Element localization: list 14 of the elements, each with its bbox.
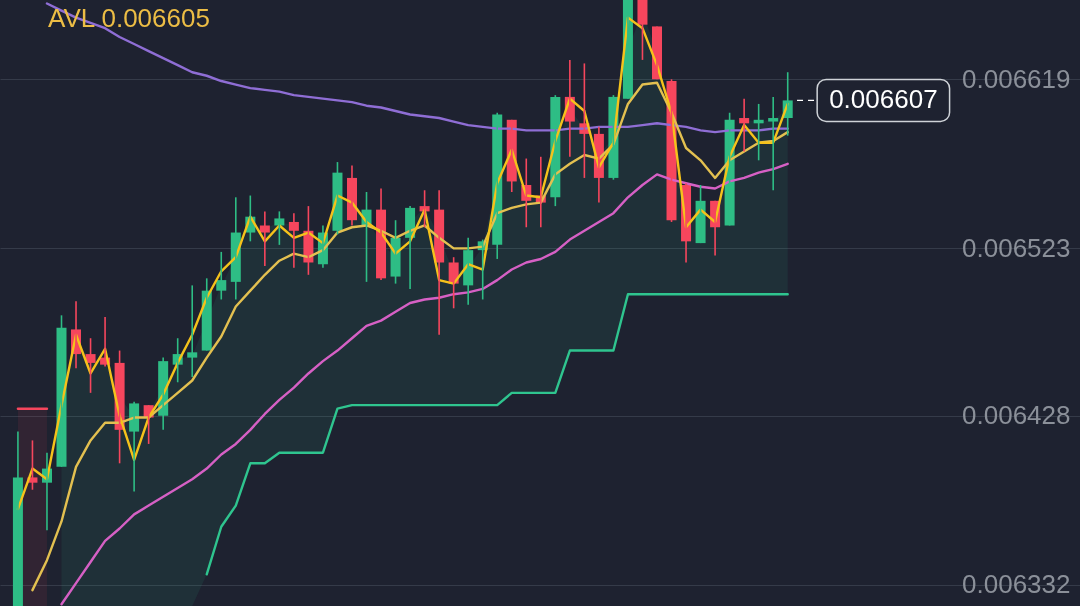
line-series bbox=[45, 2, 789, 134]
y-tick-label: 0.006619 bbox=[962, 63, 1071, 94]
candlestick bbox=[768, 96, 779, 192]
ref-line-label: 0.006607 bbox=[829, 84, 938, 115]
line-series bbox=[31, 81, 789, 592]
candlestick bbox=[187, 284, 198, 378]
line-series bbox=[60, 162, 789, 606]
y-tick-label: 0.006332 bbox=[962, 569, 1071, 600]
y-tick-label: 0.006428 bbox=[962, 400, 1071, 431]
line-series bbox=[205, 292, 789, 576]
candlestick bbox=[637, 0, 648, 61]
y-tick-label: 0.006523 bbox=[962, 232, 1071, 263]
candlestick bbox=[274, 210, 285, 246]
candlestick bbox=[259, 210, 270, 267]
